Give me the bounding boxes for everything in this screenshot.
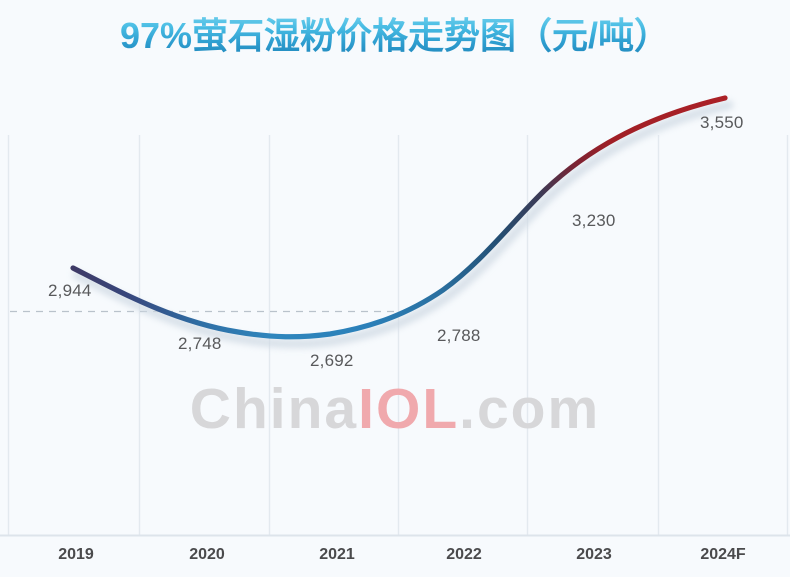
- data-label-2022: 2,788: [437, 326, 481, 345]
- x-axis-label-2021: 2021: [319, 546, 355, 563]
- x-axis-label-2022: 2022: [446, 546, 482, 563]
- data-label-2024f: 3,550: [700, 113, 744, 132]
- data-label-2020: 2,748: [178, 334, 222, 353]
- trend-line-shadow: [72, 100, 734, 349]
- x-axis-label-2019: 2019: [58, 546, 94, 563]
- data-label-2023: 3,230: [572, 211, 616, 230]
- data-label-2019: 2,944: [48, 281, 92, 300]
- x-axis-label-2020: 2020: [189, 546, 225, 563]
- chart-title: 97%萤石湿粉价格走势图（元/吨）: [0, 10, 790, 62]
- vertical-gridlines: [7, 135, 789, 535]
- data-label-2021: 2,692: [310, 351, 354, 370]
- trend-line: [70, 95, 728, 340]
- x-axis-label-2023: 2023: [576, 546, 612, 563]
- x-axis-label-2024f: 2024F: [700, 546, 746, 563]
